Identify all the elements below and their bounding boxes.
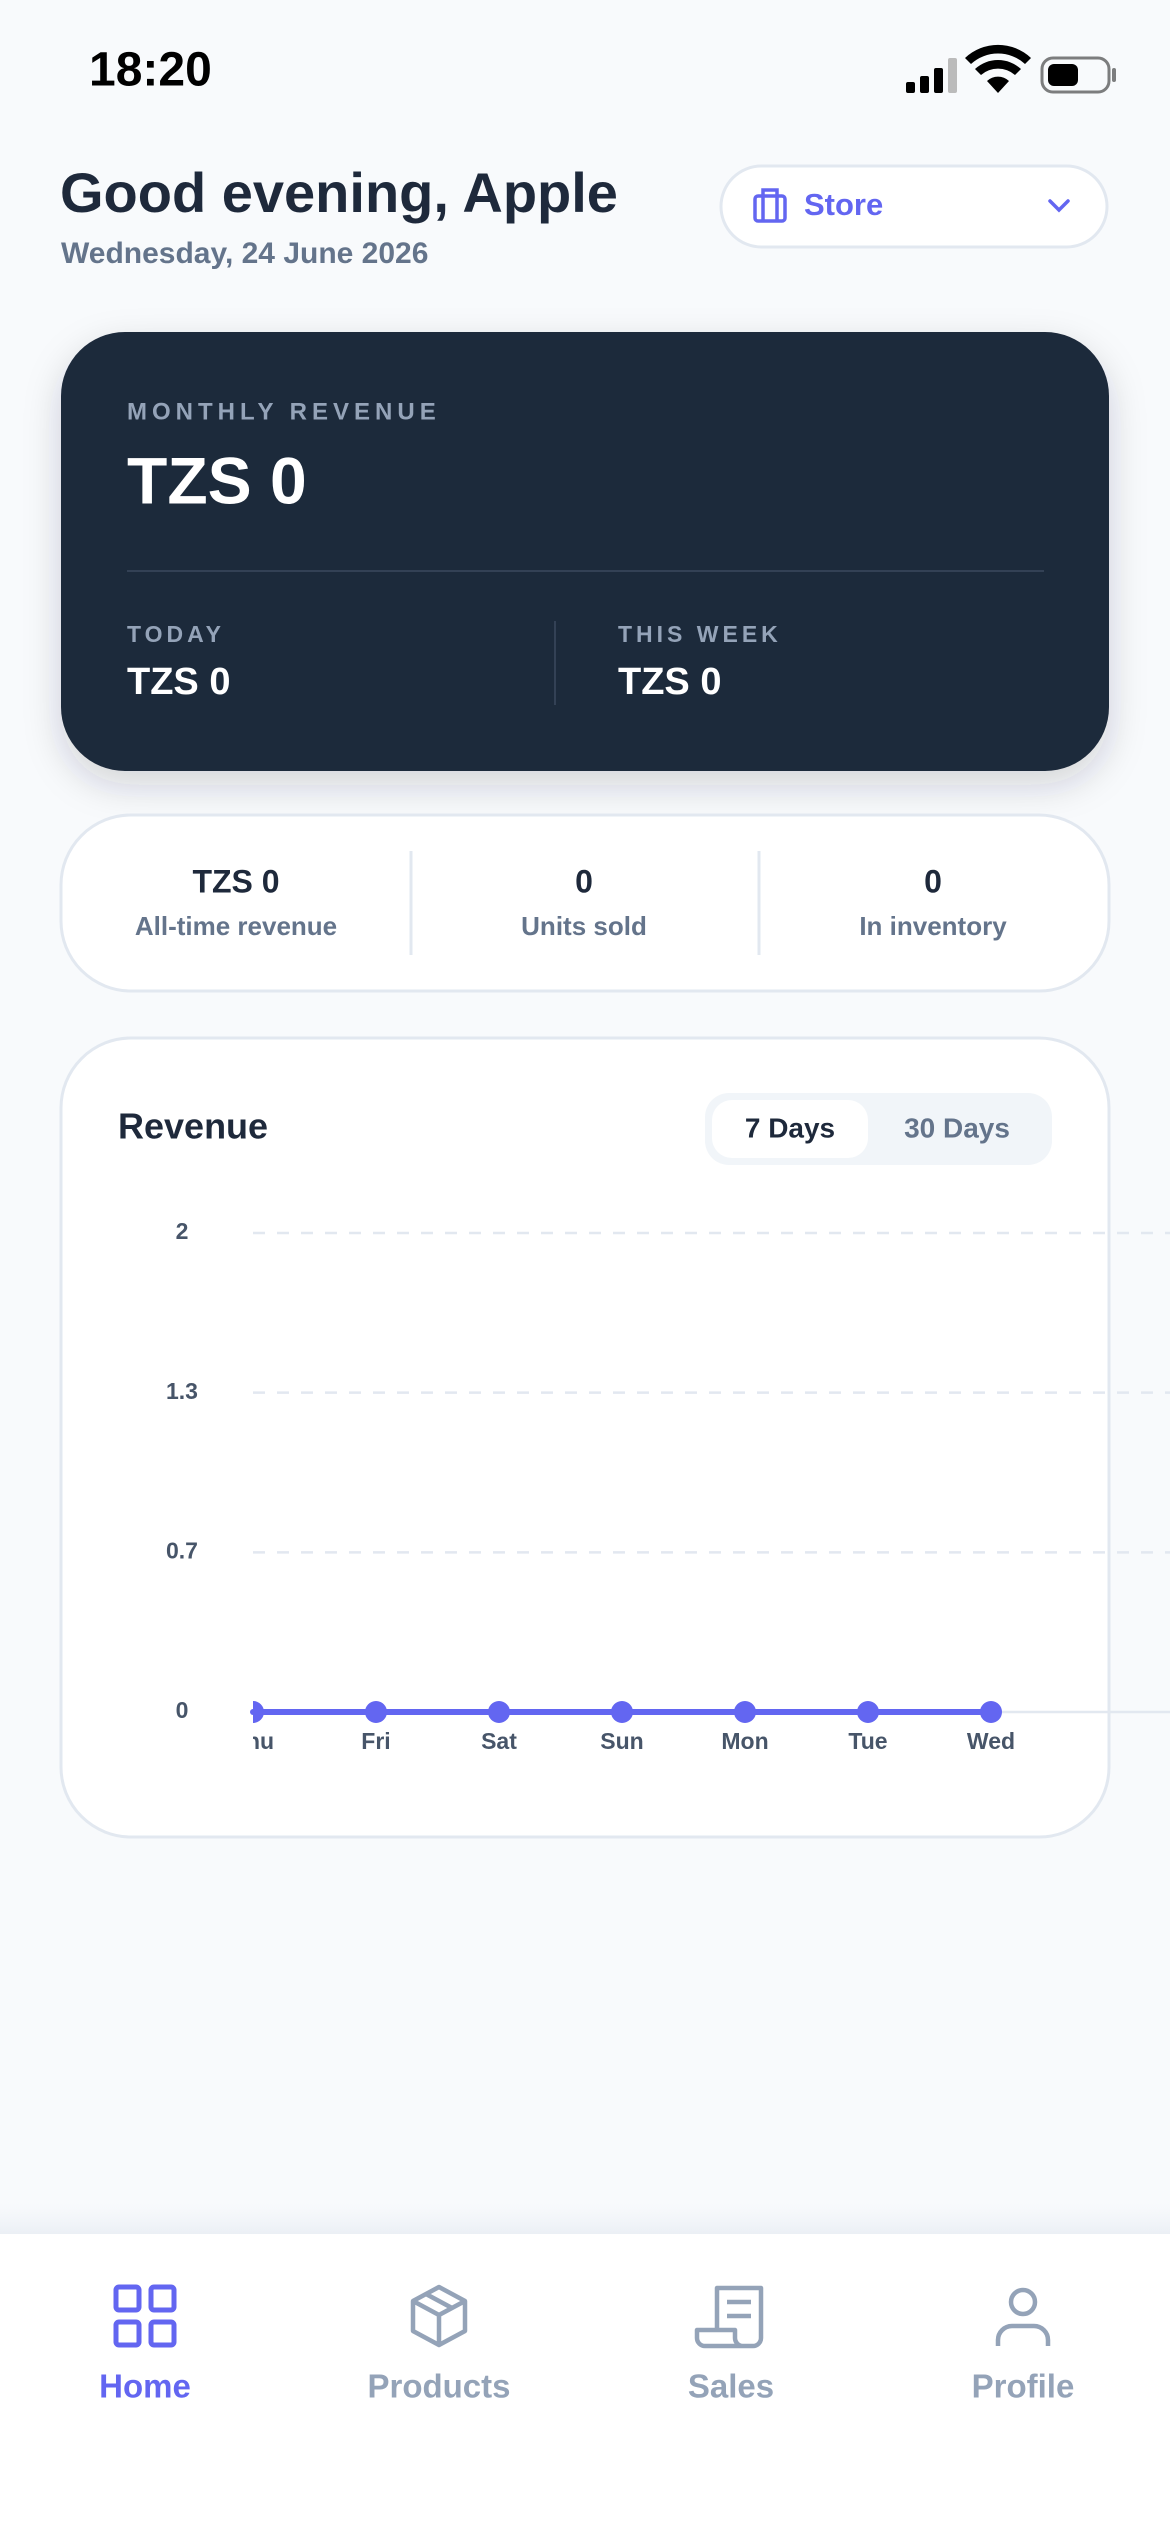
x-axis-labels: Thu Fri Sat Sun Mon Tue Wed: [232, 1728, 1015, 1754]
nav-products[interactable]: [410, 2284, 468, 2348]
data-point: [980, 1701, 1002, 1723]
line-chart: 0 0.7 1.3 2 Thu Fri Sat Sun Mon Tue Wed: [166, 1218, 1170, 1754]
x-tick-label: Fri: [361, 1728, 390, 1754]
stat-label: All-time revenue: [135, 911, 337, 941]
monthly-revenue: TZS 0: [127, 443, 307, 517]
store-label: Store: [804, 187, 883, 222]
store-button[interactable]: [719, 164, 1109, 249]
data-point: [488, 1701, 510, 1723]
today-label: TODAY: [127, 621, 225, 647]
today-value: TZS 0: [127, 661, 230, 703]
stat-label: In inventory: [859, 911, 1007, 941]
card-label: MONTHLY REVENUE: [127, 398, 441, 425]
y-tick-label: 2: [176, 1218, 189, 1244]
chart-title: Revenue: [118, 1106, 268, 1147]
y-tick-label: 0.7: [166, 1537, 198, 1563]
nav-label[interactable]: Products: [367, 2368, 510, 2405]
nav-home[interactable]: [113, 2284, 177, 2348]
data-point: [734, 1701, 756, 1723]
y-tick-label: 0: [176, 1697, 189, 1723]
week-label: THIS WEEK: [618, 621, 782, 647]
stats-card: [59, 813, 1111, 993]
week-value: TZS 0: [618, 661, 721, 703]
data-point: [611, 1701, 633, 1723]
nav-shadow: [0, 2200, 1170, 2234]
data-point: [253, 1701, 264, 1723]
bottom-nav: [0, 2234, 1170, 2532]
x-tick-label: Mon: [721, 1728, 768, 1754]
range-tab[interactable]: 30 Days: [904, 1112, 1010, 1143]
dropdown-chevron: [1048, 199, 1070, 213]
status-time: 18:20: [89, 44, 212, 97]
nav-label[interactable]: Home: [99, 2368, 191, 2405]
nav-label[interactable]: Profile: [972, 2368, 1075, 2405]
greeting: Good evening, Apple: [60, 161, 618, 224]
store-icon: [753, 194, 787, 223]
stat-value: TZS 0: [192, 863, 279, 899]
nav-sales[interactable]: [694, 2285, 764, 2349]
range-tab[interactable]: 7 Days: [745, 1112, 835, 1143]
stat-label: Units sold: [521, 911, 647, 941]
stat-value: 0: [575, 863, 593, 899]
x-tick-label: Wed: [967, 1728, 1015, 1754]
series-points: [253, 1701, 1002, 1723]
stat-value: 0: [924, 863, 942, 899]
nav-profile[interactable]: [995, 2287, 1051, 2346]
revenue-card: [61, 332, 1109, 771]
store-selector[interactable]: Store: [719, 164, 1109, 249]
range-tab-active[interactable]: [712, 1100, 868, 1158]
x-tick-label: Tue: [848, 1728, 887, 1754]
x-tick-label: Thu: [232, 1728, 274, 1754]
status-icons: [906, 44, 1116, 94]
data-point: [365, 1701, 387, 1723]
x-tick-label: Sat: [481, 1728, 517, 1754]
y-tick-label: 1.3: [166, 1378, 198, 1404]
date: Wednesday, 24 June 2026: [61, 237, 428, 270]
x-tick-label: Sun: [600, 1728, 643, 1754]
data-point: [857, 1701, 879, 1723]
chart-card: [59, 1036, 1111, 1839]
nav-label[interactable]: Sales: [688, 2368, 774, 2405]
